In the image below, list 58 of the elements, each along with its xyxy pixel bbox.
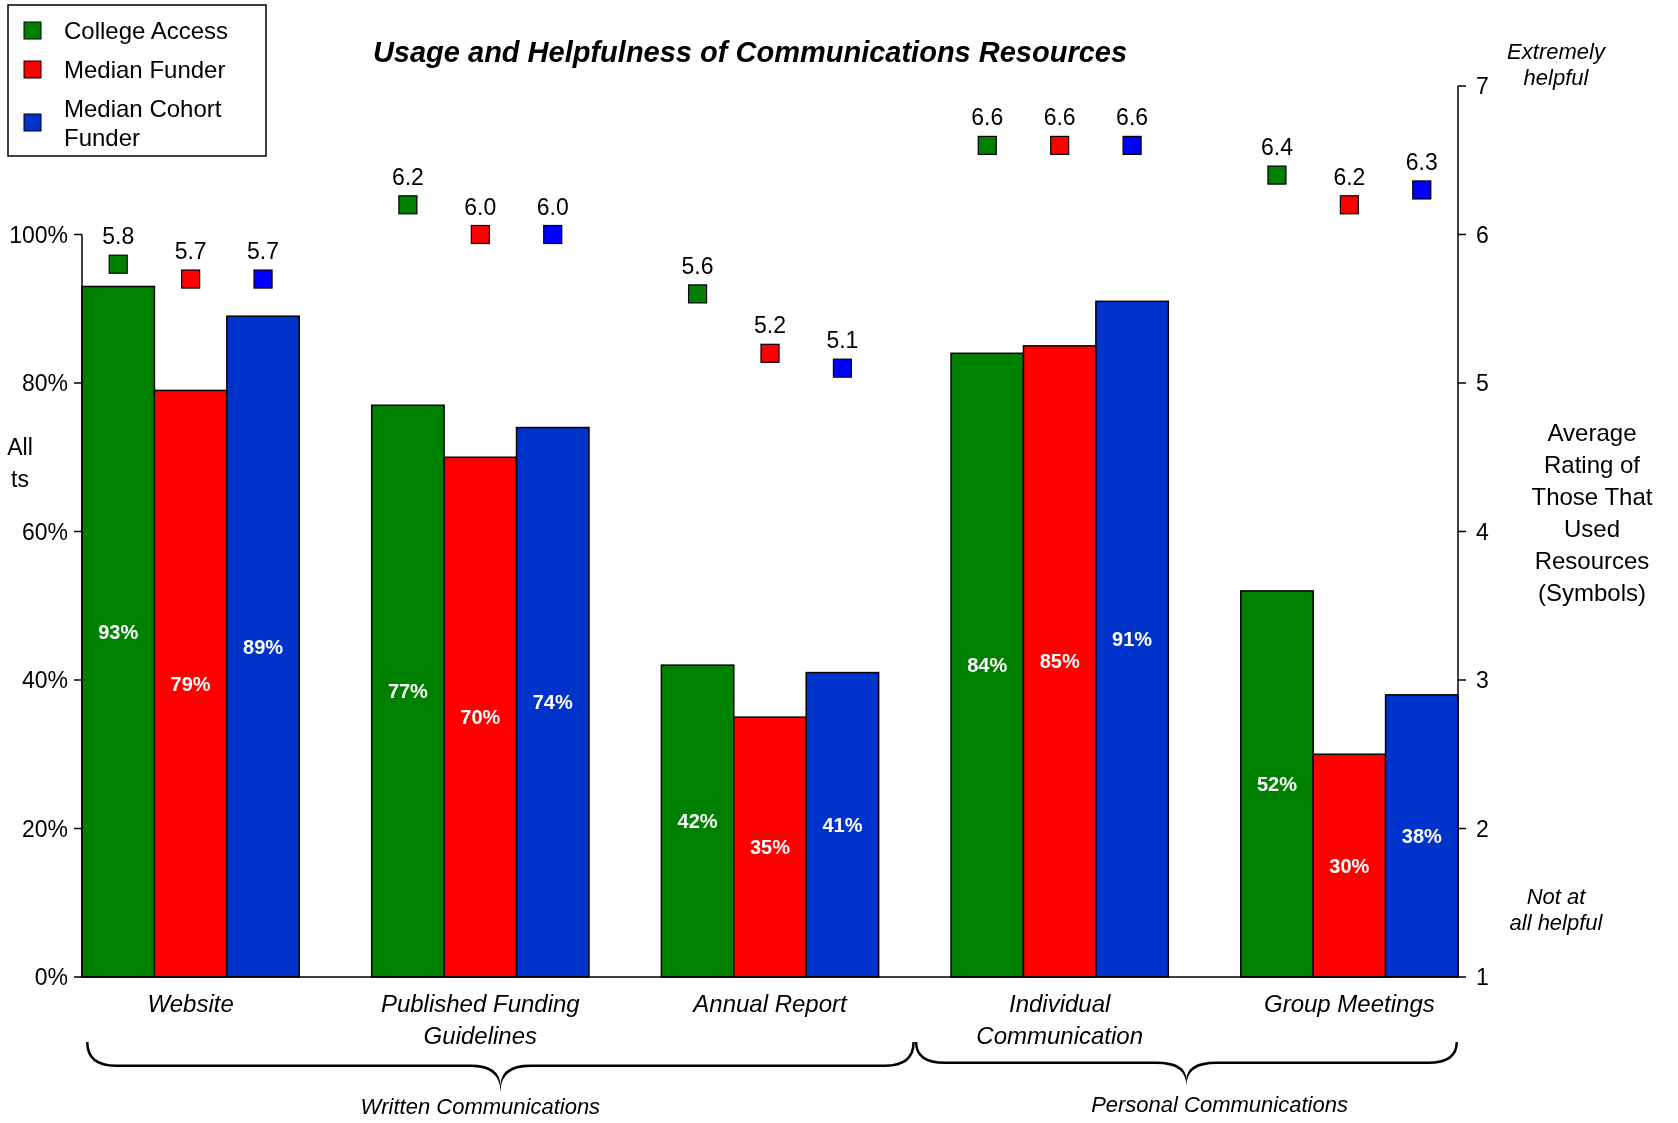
- data-label: 5.8: [102, 223, 135, 250]
- chart-title: Usage and Helpfulness of Communications Resources: [372, 36, 1128, 68]
- data-label: 6.6: [971, 104, 1004, 131]
- y2-tick-label: 3: [1476, 667, 1489, 693]
- legend-label: Median Funder: [64, 56, 226, 83]
- data-label: 91%: [1112, 628, 1153, 651]
- data-label: 6.6: [1043, 104, 1076, 131]
- y2-tick-label: 4: [1476, 518, 1489, 545]
- x-tick-label: Published Funding Guidelines: [380, 990, 581, 1049]
- data-label: 42%: [677, 810, 718, 833]
- data-label: 6.6: [1116, 104, 1149, 131]
- y2-tick-label: 5: [1476, 370, 1489, 396]
- data-label: 70%: [460, 706, 501, 729]
- y-axis-title: All ts: [7, 434, 33, 492]
- y2-tick-label: 7: [1476, 73, 1489, 99]
- y-tick-label: 40%: [21, 667, 68, 693]
- x-tick-label: Annual Report: [691, 990, 849, 1017]
- data-label: 79%: [170, 672, 211, 695]
- data-label: 38%: [1401, 824, 1443, 847]
- data-label: 52%: [1256, 772, 1298, 795]
- y-tick-label: 100%: [9, 221, 68, 248]
- data-label: 5.6: [681, 252, 714, 279]
- x-tick-label: Group Meetings: [1263, 990, 1435, 1017]
- legend-label: College Access: [64, 17, 229, 44]
- data-label: 89%: [243, 635, 284, 658]
- data-label: 74%: [532, 691, 573, 714]
- text: Written Communications: [360, 1094, 601, 1119]
- data-label: 6.4: [1260, 134, 1294, 161]
- data-label: 41%: [822, 813, 863, 836]
- data-label: 6.2: [1333, 163, 1366, 190]
- x-tick-label: Individual Communication: [976, 990, 1144, 1049]
- y2-tick-label: 1: [1476, 964, 1489, 990]
- y2-tick-label: 2: [1476, 815, 1489, 842]
- y2-tick-label: 6: [1476, 221, 1489, 248]
- data-label: 6.0: [536, 193, 569, 220]
- text: Extremely helpful: [1507, 39, 1607, 90]
- y2-axis-title: Average Rating of Those That Used Resources (Symbols): [1531, 419, 1653, 606]
- data-label: 77%: [387, 680, 429, 703]
- data-label: 5.1: [826, 327, 859, 354]
- y-tick-label: 60%: [21, 518, 68, 545]
- x-tick-label: Website: [147, 990, 234, 1017]
- data-label: 5.7: [247, 238, 280, 265]
- data-label: 5.2: [754, 312, 786, 339]
- data-label: 85%: [1039, 650, 1080, 673]
- data-label: 6.3: [1405, 148, 1438, 175]
- y-tick-label: 80%: [21, 370, 68, 396]
- data-label: 6.0: [464, 193, 497, 220]
- data-label: 6.2: [391, 163, 424, 190]
- y-tick-label: 0%: [34, 964, 68, 990]
- legend-label: Median Cohort Funder: [64, 95, 222, 151]
- data-label: 5.7: [174, 238, 207, 265]
- data-label: 84%: [967, 654, 1008, 677]
- data-label: 35%: [749, 836, 791, 859]
- text: Not at all helpful: [1509, 884, 1604, 935]
- data-label: 30%: [1329, 854, 1370, 877]
- y-tick-label: 20%: [21, 815, 68, 842]
- data-label: 93%: [98, 620, 139, 643]
- text: Personal Communications: [1091, 1092, 1348, 1117]
